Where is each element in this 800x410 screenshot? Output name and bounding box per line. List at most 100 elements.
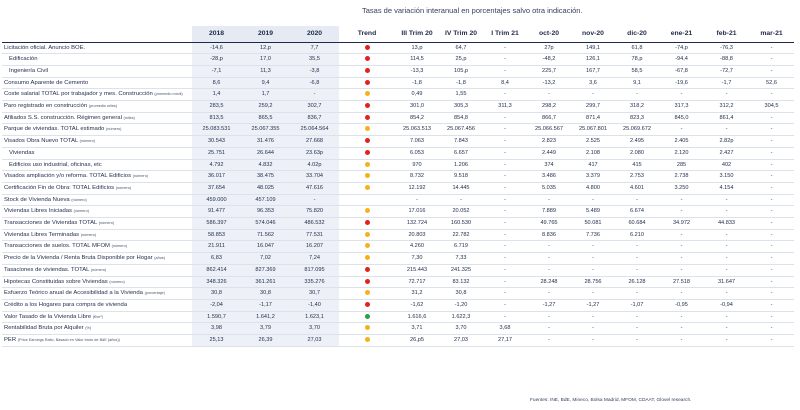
value-cell: - — [483, 264, 527, 277]
value-cell: 827.369 — [241, 264, 290, 277]
value-cell: - — [483, 170, 527, 183]
value-cell: 75.820 — [290, 205, 339, 219]
value-cell: 167,7 — [571, 65, 615, 78]
value-cell: -6,8 — [290, 76, 339, 90]
value-cell: 37.654 — [192, 182, 241, 195]
value-cell: 1.623,1 — [290, 311, 339, 324]
row-label-text: Edificios uso industrial, oficinas, etc — [9, 161, 102, 168]
value-cell: 283,5 — [192, 100, 241, 113]
value-cell: 31,2 — [395, 287, 439, 300]
value-cell: 22.782 — [439, 229, 483, 242]
value-cell: 862.414 — [192, 264, 241, 277]
trend-cell — [339, 88, 395, 102]
col-header-iii-trim-20: III Trim 20 — [395, 26, 439, 43]
value-cell: 26,39 — [241, 334, 290, 347]
trend-cell — [339, 147, 395, 160]
value-cell: - — [749, 276, 794, 289]
value-cell: - — [527, 264, 571, 277]
row-label: Edificación — [2, 53, 192, 66]
value-cell: - — [483, 88, 527, 102]
value-cell: 30,8 — [241, 287, 290, 300]
table-row: Edificios uso industrial, oficinas, etc 4… — [2, 159, 794, 172]
value-cell: - — [615, 322, 659, 336]
row-label: Certificación Fin de Obra: TOTAL Edifici… — [2, 182, 192, 195]
yellow-dot-icon — [364, 255, 370, 261]
value-cell: 27,03 — [290, 334, 339, 347]
row-label: Valor Tasado de la Vivienda Libre (€/m²) — [2, 311, 192, 324]
row-label-text: Rentabilidad Bruta por Alquiler — [4, 325, 84, 332]
source-note: Fuentes: INE, BdE, Mineco, Bolsa Madrid,… — [530, 398, 692, 403]
value-cell: 16.047 — [241, 240, 290, 254]
value-cell: 114,5 — [395, 53, 439, 66]
value-cell: - — [483, 135, 527, 148]
value-cell: 318,2 — [615, 100, 659, 113]
red-dot-icon — [364, 220, 370, 226]
table-row: Afiliados S.S. construcción. Régimen gen… — [2, 112, 794, 125]
row-label-text: Viviendas Libres Terminadas — [4, 231, 80, 238]
table-row: Ingeniería Civil -7,1 11,3 -3,8 -13,3 105,p -2… — [2, 65, 794, 78]
value-cell: - — [527, 194, 571, 207]
value-cell: 2.738 — [659, 170, 704, 183]
row-label-text: Viviendas — [9, 149, 35, 156]
yellow-dot-icon — [364, 161, 370, 167]
value-cell: - — [659, 205, 704, 219]
value-cell: 7.889 — [527, 205, 571, 219]
value-cell: 1.206 — [439, 159, 483, 172]
value-cell: - — [749, 88, 794, 102]
value-cell: 285 — [659, 159, 704, 172]
row-label-text: Viviendas Libres Iniciadas — [4, 208, 73, 215]
value-cell: -14,6 — [192, 42, 241, 55]
value-cell: 132.724 — [395, 217, 439, 230]
trend-cell — [339, 205, 395, 219]
red-dot-icon — [364, 278, 370, 284]
trend-cell — [339, 322, 395, 336]
value-cell: 25.751 — [192, 147, 241, 160]
value-cell: -0,94 — [704, 299, 749, 312]
table-row: PER (Price Earnings Ratio, Basado en Val… — [2, 334, 794, 347]
value-cell: - — [483, 123, 527, 137]
trend-cell — [339, 229, 395, 242]
value-cell: 7,33 — [439, 252, 483, 265]
value-cell: - — [704, 123, 749, 137]
value-cell: 17.016 — [395, 205, 439, 219]
value-cell: - — [749, 205, 794, 219]
value-cell: 6,83 — [192, 252, 241, 265]
value-cell: 1.590,7 — [192, 311, 241, 324]
value-cell: - — [704, 264, 749, 277]
trend-cell — [339, 299, 395, 312]
value-cell: 0,49 — [395, 88, 439, 102]
value-cell: 7,02 — [241, 252, 290, 265]
value-cell: 457.109 — [241, 194, 290, 207]
row-unit: (número) — [111, 244, 128, 249]
value-cell: - — [483, 276, 527, 289]
value-cell: - — [704, 229, 749, 242]
value-cell: 225,7 — [527, 65, 571, 78]
row-label-text: Coste salarial TOTAL por trabajador y me… — [4, 91, 153, 98]
value-cell: 160.530 — [439, 217, 483, 230]
row-unit: (número) — [98, 221, 115, 226]
value-cell: - — [483, 205, 527, 219]
value-cell: 6.674 — [615, 205, 659, 219]
value-cell: 866,7 — [527, 112, 571, 125]
trend-cell — [339, 123, 395, 137]
value-cell: - — [704, 311, 749, 324]
table-row: Rentabilidad Bruta por Alquiler (%) 3,98 3… — [2, 322, 794, 336]
row-label: Viviendas — [2, 147, 192, 160]
value-cell: 6.210 — [615, 229, 659, 242]
row-unit: (miles) — [123, 115, 135, 120]
row-label: PER (Price Earnings Ratio, Basado en Val… — [2, 334, 192, 347]
table-row: Esfuerzo Teórico anual de Accesibilidad … — [2, 287, 794, 300]
col-header-2018: 2018 — [192, 26, 241, 43]
yellow-dot-icon — [364, 173, 370, 179]
table-row: Viviendas Libres Iniciadas (número) 91.47… — [2, 205, 794, 219]
value-cell: 30,8 — [192, 287, 241, 300]
value-cell: 35,5 — [290, 53, 339, 66]
value-cell: 126,1 — [571, 53, 615, 66]
row-label-text: Afiliados S.S. construcción. Régimen gen… — [4, 114, 122, 121]
value-cell: 44.833 — [704, 217, 749, 230]
value-cell: 836,7 — [290, 112, 339, 125]
trend-cell — [339, 65, 395, 78]
value-cell: 61,8 — [615, 42, 659, 55]
value-cell: 25.066.567 — [527, 123, 571, 137]
value-cell: -76,3 — [704, 42, 749, 55]
